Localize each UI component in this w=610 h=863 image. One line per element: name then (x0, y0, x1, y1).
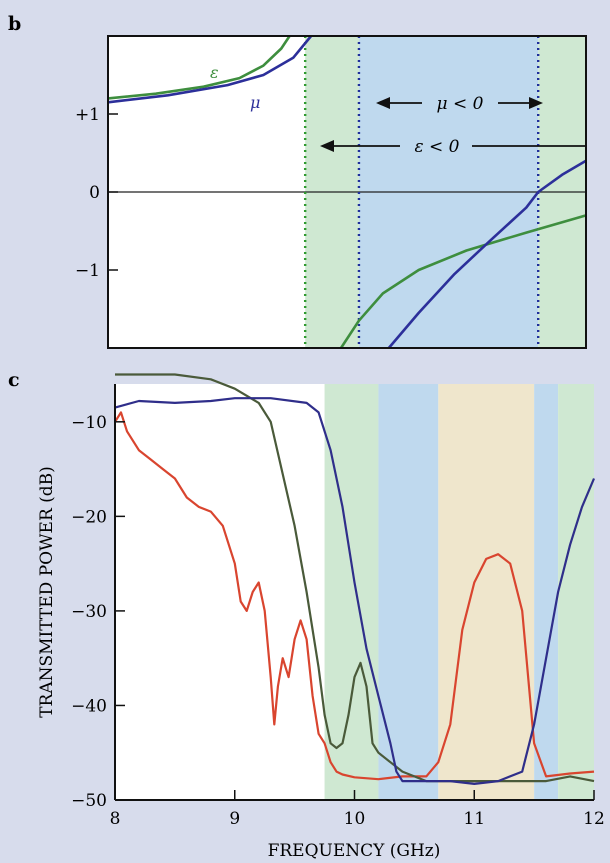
panel-c-bands (324, 384, 594, 800)
y-axis-title: TRANSMITTED POWER (dB) (37, 466, 57, 718)
panel-b-y-tick-label-1: 0 (89, 183, 100, 203)
panel-c-label: c (8, 369, 20, 391)
panel-c-y-tick-label-2: −30 (71, 602, 107, 622)
epsilon-negative-range-annotation: ε < 0 (320, 137, 586, 157)
panel-c-x-tick-label-1: 9 (229, 809, 240, 829)
panel-c: c 8 9 10 11 12 −10 −20 −30 −40 −50 FREQUENCY (GHz… (8, 369, 605, 861)
panel-c-x-tick-label-4: 12 (583, 809, 605, 829)
panel-b-y-tick-label-2: −1 (75, 261, 100, 281)
mu-curve-segment-0 (107, 35, 313, 104)
panel-c-traces (114, 373, 596, 785)
epsilon-curve-segment-0 (107, 35, 291, 100)
panel-c-x-tick-label-0: 8 (110, 809, 121, 829)
mu-negative-range-annotation: μ < 0 (376, 94, 543, 114)
panel-c-band-2 (438, 384, 535, 800)
panel-b-y-tick-label-0: +1 (75, 105, 100, 125)
blue-transmission-trace (114, 397, 596, 785)
panel-c-axis-ticks: 8 9 10 11 12 −10 −20 −30 −40 −50 (71, 413, 605, 829)
panel-b: b +1 0 −1 μ < 0 ε < 0 ε μ (8, 13, 587, 349)
panel-b-curves (107, 35, 587, 349)
mu-arrow-left-head (376, 97, 390, 109)
mu-curve-label: μ (250, 93, 260, 112)
green-transmission-trace (115, 373, 595, 783)
x-axis-title: FREQUENCY (GHz) (268, 841, 441, 861)
mu-arrow-right-head (529, 97, 543, 109)
panel-c-band-0 (324, 384, 379, 800)
panel-c-band-3 (534, 384, 559, 800)
panel-c-band-4 (558, 384, 594, 800)
panel-c-y-tick-label-0: −10 (71, 413, 107, 433)
epsilon-curve-label: ε (210, 63, 219, 82)
panel-c-x-tick-label-2: 10 (344, 809, 366, 829)
panel-c-band-1 (378, 384, 439, 800)
red-transmission-trace (114, 411, 595, 781)
mu-negative-label: μ < 0 (437, 94, 484, 114)
panel-c-x-tick-label-3: 11 (463, 809, 485, 829)
panel-c-y-tick-label-4: −50 (71, 791, 107, 811)
epsilon-curve-segment-1 (339, 214, 587, 349)
panel-b-frame (107, 35, 587, 349)
panel-b-label: b (8, 13, 21, 35)
panel-c-y-tick-label-3: −40 (71, 696, 107, 716)
panel-b-y-ticks: +1 0 −1 (75, 105, 118, 281)
panel-c-y-tick-label-1: −20 (71, 507, 107, 527)
epsilon-negative-label: ε < 0 (415, 137, 460, 157)
epsilon-arrow-head (320, 140, 334, 152)
mu-curve-segment-1 (387, 159, 587, 349)
